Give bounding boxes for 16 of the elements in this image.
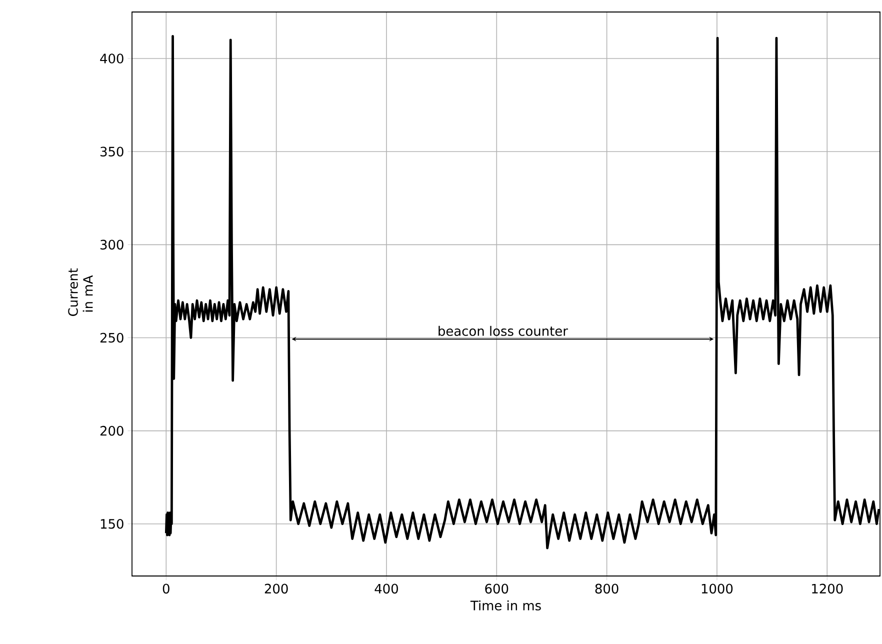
y-axis-title: Current in mA: [68, 268, 93, 316]
x-tick-label: 600: [485, 584, 508, 594]
y-tick-label: 200: [100, 426, 124, 436]
y-tick-label: 250: [100, 332, 124, 343]
x-axis-title: Time in ms: [470, 600, 541, 610]
annotation: beacon loss counter: [438, 326, 568, 336]
y-tick-label: 350: [100, 146, 124, 156]
x-tick-label: 1200: [812, 584, 843, 594]
x-tick-label: 1000: [702, 584, 733, 594]
x-tick-label: 400: [374, 584, 398, 594]
y-tick-label: 150: [100, 518, 124, 529]
y-tick-label: 300: [100, 240, 124, 250]
x-tick-label: 0: [162, 584, 170, 594]
x-tick-label: 800: [595, 584, 618, 594]
y-tick-label: 400: [100, 54, 124, 64]
x-tick-label: 200: [264, 584, 288, 594]
